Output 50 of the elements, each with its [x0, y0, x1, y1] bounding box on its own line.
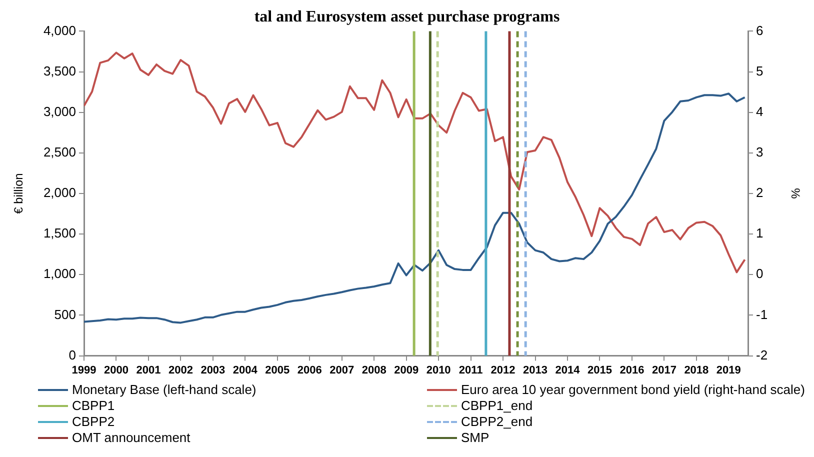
x-tick-label: 2012: [490, 364, 516, 376]
legend-label: CBPP1: [72, 398, 115, 413]
y2-tick-label: 1: [756, 226, 764, 241]
y-tick-label: 4,000: [43, 22, 76, 38]
y-tick-label: 3,500: [43, 63, 76, 78]
x-tick-label: 2002: [168, 364, 193, 376]
chart-title: tal and Eurosystem asset purchase programs: [254, 8, 560, 26]
y2-tick-label: 5: [756, 63, 764, 78]
x-tick-label: 2018: [684, 364, 709, 376]
x-tick-label: 2013: [523, 364, 548, 376]
y2-tick-label: 0: [756, 266, 764, 282]
x-tick-label: 2009: [394, 364, 419, 376]
legend-label: CBPP2: [72, 414, 115, 429]
legend-label: Monetary Base (left-hand scale): [72, 382, 256, 397]
y-tick-label: 0: [68, 347, 76, 362]
y2-tick-label: 6: [756, 22, 764, 38]
y-tick-label: 3,000: [43, 104, 76, 119]
legend-label: CBPP1_end: [461, 398, 533, 413]
x-tick-label: 2006: [297, 364, 322, 376]
x-tick-label: 2004: [232, 364, 258, 376]
x-tick-label: 2008: [362, 364, 386, 376]
y-tick-label: 500: [54, 306, 76, 322]
x-tick-label: 2015: [587, 364, 612, 376]
y-tick-label: 1,500: [43, 226, 76, 241]
x-tick-label: 2016: [620, 364, 644, 376]
x-tick-label: 2011: [458, 364, 483, 376]
legend-label: Euro area 10 year government bond yield (right-hand scale): [461, 382, 805, 397]
y2-axis-title: %: [788, 188, 802, 200]
y2-tick-label: 3: [756, 144, 764, 160]
y2-tick-label: 2: [756, 185, 764, 200]
y-tick-label: 2,500: [43, 144, 76, 160]
x-tick-label: 2019: [716, 364, 741, 376]
x-tick-label: 2010: [426, 364, 451, 376]
legend-label: OMT announcement: [72, 430, 190, 445]
legend-label: CBPP2_end: [461, 414, 533, 429]
x-tick-label: 2007: [330, 364, 354, 376]
y2-tick-label: -2: [756, 347, 768, 362]
y-axis-title: € billion: [12, 173, 26, 214]
x-tick-label: 2000: [104, 364, 128, 376]
x-tick-label: 2005: [265, 364, 290, 376]
x-tick-label: 1999: [72, 364, 96, 376]
y-tick-label: 2,000: [43, 185, 76, 200]
y-tick-label: 1,000: [43, 266, 76, 282]
x-tick-label: 2014: [555, 364, 581, 376]
x-tick-label: 2003: [200, 364, 226, 376]
y2-tick-label: -1: [756, 306, 768, 322]
legend-label: SMP: [461, 430, 490, 445]
x-tick-label: 2001: [136, 364, 161, 376]
y2-tick-label: 4: [756, 104, 764, 119]
x-tick-label: 2017: [652, 364, 676, 376]
